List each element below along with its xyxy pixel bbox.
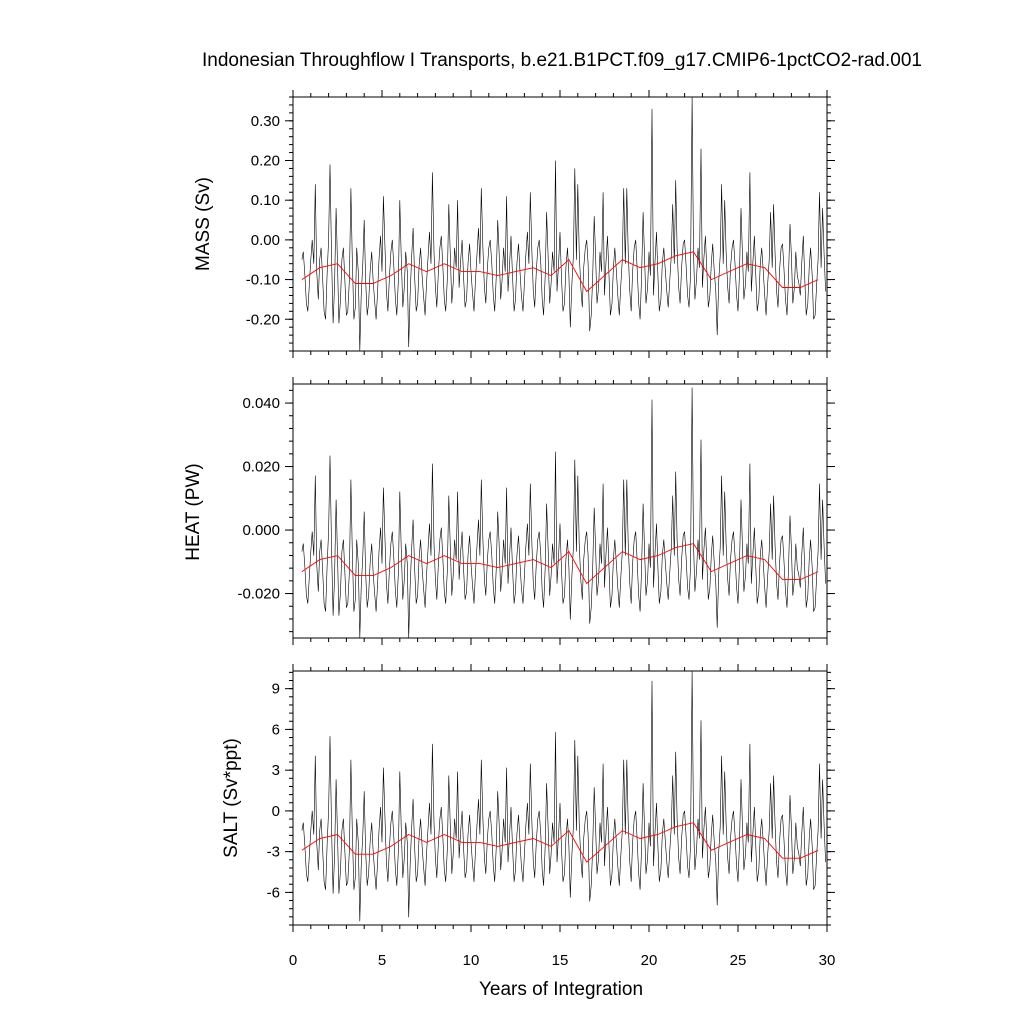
panel-heat: HEAT (PW) 0.040 0.020 0.000 -0.020 bbox=[183, 377, 835, 645]
y-tick-label: -3 bbox=[267, 844, 280, 861]
series-line-annual-mean bbox=[301, 822, 819, 863]
y-axis-label-heat: HEAT (PW) bbox=[183, 463, 204, 560]
plot-frame bbox=[292, 670, 828, 926]
series-line-annual-mean bbox=[301, 543, 819, 585]
panel-salt: SALT (Sv*ppt) 9 6 3 0 -3 -6 bbox=[221, 664, 835, 932]
series-line-monthly bbox=[301, 96, 826, 352]
series-line-annual-mean bbox=[301, 251, 819, 293]
series-line-monthly bbox=[301, 670, 826, 922]
y-tick-label: 0.00 bbox=[251, 232, 280, 249]
chart-title: Indonesian Throughflow I Transports, b.e… bbox=[202, 50, 922, 71]
y-tick-label: 6 bbox=[272, 721, 280, 738]
y-tick-label: 9 bbox=[272, 681, 280, 698]
y-tick-label: -6 bbox=[267, 884, 280, 901]
y-tick-label: -0.20 bbox=[246, 311, 280, 328]
x-tick-label: 20 bbox=[641, 952, 658, 969]
x-tick-label: 25 bbox=[730, 952, 747, 969]
y-tick-label: 0 bbox=[272, 803, 280, 820]
y-tick-label: 0.040 bbox=[242, 395, 280, 412]
y-axis-label-salt: SALT (Sv*ppt) bbox=[221, 738, 242, 858]
y-axis-label-mass: MASS (Sv) bbox=[193, 177, 214, 271]
x-tick-label: 0 bbox=[289, 952, 297, 969]
y-tick-label: 0.30 bbox=[251, 113, 280, 130]
plot-frame bbox=[292, 96, 828, 352]
x-tick-label: 10 bbox=[463, 952, 480, 969]
y-tick-label: -0.10 bbox=[246, 272, 280, 289]
x-tick-label: 30 bbox=[819, 952, 836, 969]
y-tick-label: 0.000 bbox=[242, 522, 280, 539]
y-tick-label: -0.020 bbox=[237, 586, 280, 603]
y-tick-label: 0.10 bbox=[251, 192, 280, 209]
x-axis-label: Years of Integration bbox=[479, 979, 643, 1000]
y-tick-label: 0.20 bbox=[251, 153, 280, 170]
x-tick-label: 15 bbox=[552, 952, 569, 969]
y-tick-label: 0.020 bbox=[242, 459, 280, 476]
x-axis-ticks: 0 5 10 15 20 25 30 bbox=[289, 952, 836, 969]
series-line-monthly bbox=[301, 387, 826, 639]
y-tick-label: 3 bbox=[272, 762, 280, 779]
plot-frame bbox=[292, 383, 828, 639]
panel-mass: MASS (Sv) 0.30 0.20 0.10 0.00 -0.10 -0.20 bbox=[193, 90, 835, 358]
x-tick-label: 5 bbox=[378, 952, 386, 969]
